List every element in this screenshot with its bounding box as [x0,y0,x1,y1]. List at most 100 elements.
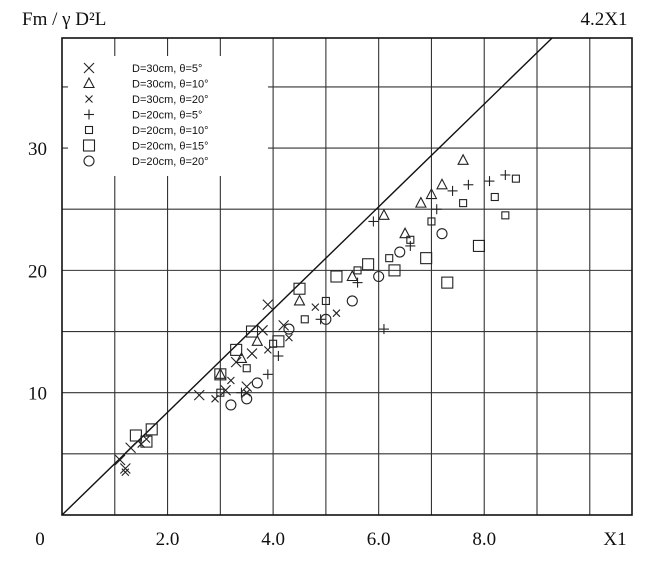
data-point [214,367,227,379]
data-point [447,185,458,196]
legend-entry: D=20cm, θ=5° [132,110,202,122]
data-point [385,254,394,263]
data-point [125,442,137,454]
data-point [441,276,454,289]
legend-entry: D=20cm, θ=15° [132,141,209,153]
data-point [220,384,232,396]
data-point [278,320,290,331]
data-point [321,296,330,306]
data-point [272,335,285,348]
data-point [346,295,358,307]
data-point [114,454,126,466]
data-point [119,463,131,474]
data-point [332,309,341,318]
data-point [463,179,474,190]
legend-entry: D=30cm, θ=20° [132,94,209,106]
data-point [431,204,442,215]
data-points [114,153,520,477]
data-point [500,169,511,180]
data-point [373,270,385,283]
legend-entry: D=20cm, θ=10° [132,125,209,137]
data-point [368,216,379,227]
data-point [262,369,273,380]
data-point [459,199,468,208]
y-tick-label: 20 [28,261,47,282]
legend-marker [83,155,95,167]
data-point [378,208,390,220]
data-point [235,351,248,363]
data-point [362,258,375,271]
data-point [273,351,284,361]
data-point [353,266,362,275]
data-point [490,192,499,202]
data-point [388,264,401,277]
data-point [311,303,320,311]
data-point [472,239,485,252]
legend-entry: D=30cm, θ=10° [132,79,209,91]
data-point [242,364,251,373]
data-point [346,269,359,282]
legend-marker [83,76,95,89]
x-tick-label: 2.0 [156,529,180,550]
plot-frame [61,37,633,516]
origin-label: 0 [35,529,45,550]
data-point [121,468,130,477]
legend-entry: D=20cm, θ=20° [132,156,209,168]
data-point [242,388,251,397]
legend-marker [83,62,95,74]
legend-marker [84,125,94,135]
data-point [142,435,151,444]
data-point [251,334,264,346]
x-tick-label: 4.0 [261,529,285,550]
data-point [300,315,309,324]
y-axis-label: Fm / γ D²L [22,9,106,30]
x-tick-label: 6.0 [367,529,391,550]
legend-marker [82,139,96,152]
legend-entry: D=30cm, θ=5° [132,63,202,75]
data-point [285,333,293,342]
data-point [484,176,495,187]
data-point [378,324,389,335]
data-point [394,246,406,258]
data-point [352,277,363,288]
data-point [414,196,427,208]
data-point [251,377,263,389]
data-point [425,187,438,200]
data-point [399,227,411,239]
legend-marker [84,109,94,120]
data-point [320,313,332,325]
data-point [241,381,253,392]
data-point [193,389,205,401]
data-point [145,423,158,436]
data-point [293,282,306,295]
legend-marker [85,95,93,103]
data-point [216,388,225,397]
data-point [225,399,237,411]
data-point [140,435,153,448]
data-point [457,153,470,165]
data-point [129,429,142,442]
data-point [241,393,253,405]
corner-label: 4.2X1 [581,9,628,30]
tick-labels: 2.0 4.0 6.0 8.0 10 20 30 [28,139,496,550]
data-point [246,348,258,359]
data-point [230,343,243,356]
data-point [293,294,306,306]
y-tick-label: 10 [28,384,47,405]
data-point [226,376,235,385]
data-point [330,270,343,283]
plot-border [61,37,633,516]
reference-line [61,37,553,516]
data-point [245,325,259,338]
data-point [236,387,247,398]
data-point [283,323,295,335]
data-point [436,178,448,190]
data-point [511,174,520,183]
legend: D=30cm, θ=5° D=30cm, θ=10° D=30cm, θ=20° D=… [68,56,268,176]
x-axis-label: X1 [603,529,626,550]
grid-lines [62,38,632,515]
data-point [406,235,415,244]
data-point [427,217,436,226]
data-point [405,240,416,251]
